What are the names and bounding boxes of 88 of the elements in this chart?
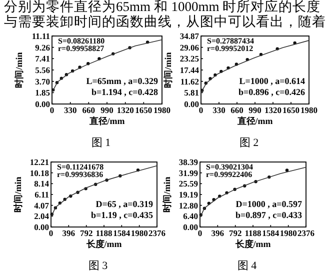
x-axis-title: 长度/mm xyxy=(85,239,122,249)
y-tick-label: 8.14 xyxy=(34,178,50,189)
y-tick-label: 6.40 xyxy=(183,211,198,222)
annotation: r=0.99922406 xyxy=(206,170,252,179)
y-tick-label: 19.19 xyxy=(178,190,198,200)
y-tick-label: 12.80 xyxy=(178,200,198,210)
y-tick-label: 9.26 xyxy=(35,42,50,52)
x-tick-label: 1650 xyxy=(135,105,152,115)
x-tick-label: 2376 xyxy=(148,228,166,238)
y-tick-label: 0.00 xyxy=(34,222,49,232)
x-tick-label: 1584 xyxy=(113,228,131,238)
x-tick-label: 330 xyxy=(64,105,77,115)
x-tick-label: 660 xyxy=(82,105,96,115)
y-tick-label: 1.85 xyxy=(35,88,50,98)
annotation: L=65mm , a=0.329 xyxy=(86,76,158,86)
x-tick-label: 1188 xyxy=(96,228,112,238)
annotation: S=0.08261180 xyxy=(58,36,105,46)
text: 与需要装卸时间的函数曲线，从图中可以看出，随着 xyxy=(4,14,326,29)
y-tick-label: 5.56 xyxy=(35,64,50,75)
annotation: r=0.99958827 xyxy=(58,44,104,53)
text: 图 1 xyxy=(91,137,111,149)
y-tick-label: 3.70 xyxy=(35,76,50,86)
x-tick-label: 660 xyxy=(230,105,244,115)
x-tick-label: 396 xyxy=(211,228,224,238)
y-axis-title: 时间/min xyxy=(163,52,173,88)
x-tick-label: 0 xyxy=(198,105,204,115)
text: 图 3 xyxy=(88,260,108,272)
annotation: L=1000 , a=0.614 xyxy=(239,76,306,86)
text: 图 4 xyxy=(237,260,258,272)
line-series xyxy=(50,165,158,218)
x-tick-label: 0 xyxy=(48,228,54,238)
x-tick-label: 792 xyxy=(80,228,93,238)
annotation: D=1000 , a=0.597 xyxy=(236,199,302,209)
x-tick-label: 0 xyxy=(198,228,202,238)
point xyxy=(285,168,289,172)
x-tick-label: 1980 xyxy=(130,228,148,238)
y-tick-label: 10.18 xyxy=(30,168,49,178)
annotation: S=0.11241678 xyxy=(57,162,104,172)
y-tick-label: 25.59 xyxy=(178,178,198,189)
x-tick-label: 1584 xyxy=(262,228,280,238)
y-tick-label: 31.99 xyxy=(178,168,198,178)
y-axis-title: 时间/min xyxy=(13,176,23,212)
y-tick-label: 5.81 xyxy=(184,88,199,98)
x-tick-label: 330 xyxy=(212,105,226,115)
x-axis-title: 直径/mm xyxy=(236,116,274,126)
y-tick-label: 29.06 xyxy=(180,42,199,52)
y-tick-label: 0.00 xyxy=(35,99,50,109)
x-tick-label: 396 xyxy=(62,228,76,238)
y-tick-label: 17.44 xyxy=(180,64,200,75)
annotation: r=0.99952012 xyxy=(207,44,254,53)
y-tick-label: 11.62 xyxy=(180,76,199,86)
y-tick-label: 38.39 xyxy=(178,157,198,167)
line-series xyxy=(200,40,310,94)
y-tick-label: 6.11 xyxy=(34,189,49,200)
y-tick-label: 0.00 xyxy=(184,99,199,109)
y-tick-label: 34.87 xyxy=(180,31,200,41)
annotation: b=0.896 , c=0.426 xyxy=(238,87,306,97)
annotation: b=0.897 , c=0.433 xyxy=(235,210,302,220)
annotation: D=65 , a=0.319 xyxy=(96,199,154,209)
x-tick-label: 792 xyxy=(228,228,242,238)
y-tick-label: 4.07 xyxy=(34,200,50,210)
x-axis-title: 直径/mm xyxy=(88,116,126,126)
x-tick-label: 1320 xyxy=(116,105,134,115)
x-tick-label: 0 xyxy=(50,105,54,115)
y-tick-label: 2.04 xyxy=(34,211,50,222)
x-tick-label: 1980 xyxy=(154,105,170,115)
x-axis-title: 长度/mm xyxy=(234,239,272,249)
x-tick-label: 1320 xyxy=(264,105,282,115)
x-tick-label: 1980 xyxy=(280,228,297,238)
annotation: r=0.99936836 xyxy=(57,170,104,179)
y-tick-label: 12.21 xyxy=(30,157,49,167)
x-tick-label: 1188 xyxy=(244,228,262,238)
y-tick-label: 0.00 xyxy=(183,222,198,232)
annotation: b=1.194 , c=0.428 xyxy=(91,87,158,97)
y-tick-label: 23.25 xyxy=(180,54,199,64)
annotation: b=1.19 , c=0.435 xyxy=(90,210,154,220)
y-axis-title: 时间/min xyxy=(162,176,172,212)
annotation: S=0.27887434 xyxy=(207,36,254,46)
y-tick-label: 7.41 xyxy=(35,54,50,64)
text: 图 2 xyxy=(239,137,259,149)
x-tick-label: 1980 xyxy=(300,105,318,115)
y-axis-title: 时间/min xyxy=(14,52,24,88)
annotation: S=0.39021304 xyxy=(206,162,254,172)
x-tick-label: 2376 xyxy=(298,228,314,238)
y-tick-label: 11.11 xyxy=(32,31,50,41)
x-tick-label: 990 xyxy=(248,105,262,115)
x-tick-label: 1650 xyxy=(282,105,300,115)
x-tick-label: 990 xyxy=(100,105,114,115)
